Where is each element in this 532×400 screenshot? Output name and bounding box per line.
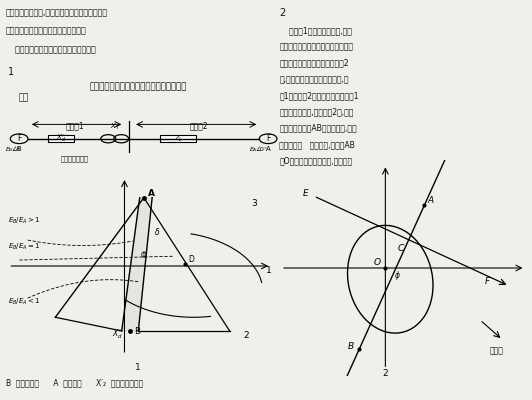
- Text: 2: 2: [279, 8, 285, 18]
- Text: 抗元件和两根直线型阻抗元件构成三: 抗元件和两根直线型阻抗元件构成三: [279, 42, 353, 52]
- Text: $E_B/E_A=1$: $E_B/E_A=1$: [9, 242, 41, 252]
- FancyBboxPatch shape: [48, 135, 74, 142]
- Text: $X_d'$: $X_d'$: [56, 133, 66, 145]
- Text: 这里介绍一种三阻抗元件的失步保护。: 这里介绍一种三阻抗元件的失步保护。: [5, 45, 96, 54]
- Text: 厂站側的厂用系统,危及机组安全运行。对大型机: 厂站側的厂用系统,危及机组安全运行。对大型机: [5, 8, 107, 17]
- Text: 发电机与系统发生失步的振荡中心轨迹图如: 发电机与系统发生失步的振荡中心轨迹图如: [89, 82, 187, 91]
- Text: O: O: [374, 258, 381, 267]
- Text: C: C: [398, 244, 404, 253]
- Text: 1: 1: [136, 363, 141, 372]
- Text: A: A: [148, 189, 155, 198]
- Text: 点O代表失步保护安装处,即机端。: 点O代表失步保护安装处,即机端。: [279, 156, 352, 165]
- Text: 失步保护安装处: 失步保护安装处: [61, 156, 88, 162]
- Text: 根据图1的阻抗运行轨迹,可以: 根据图1的阻抗运行轨迹,可以: [279, 26, 352, 35]
- Text: 1: 1: [8, 67, 14, 77]
- Text: 动作区: 动作区: [489, 347, 503, 356]
- Text: E: E: [302, 189, 308, 198]
- Text: D: D: [189, 255, 195, 264]
- Text: 发电机的失步。阻抗元件图如图2: 发电机的失步。阻抗元件图如图2: [279, 59, 349, 68]
- Text: $\Phi$: $\Phi$: [140, 249, 147, 260]
- Text: $Z_L$: $Z_L$: [173, 134, 183, 144]
- Text: B  代表发电机      A  代表系统      X′₂  代表发电机阻抗: B 代表发电机 A 代表系统 X′₂ 代表发电机阻抗: [5, 378, 143, 387]
- Text: A: A: [266, 146, 270, 152]
- Text: 动作区1: 动作区1: [65, 121, 84, 130]
- Text: F: F: [17, 134, 21, 143]
- Text: 2: 2: [244, 331, 249, 340]
- Text: $X_T$: $X_T$: [110, 122, 120, 132]
- Text: $E_B\!\angle\!\delta$: $E_B\!\angle\!\delta$: [5, 144, 21, 154]
- Text: B: B: [348, 342, 354, 351]
- Text: B: B: [17, 146, 21, 152]
- Text: 变以外的系统。AB为阻挡元件,把阻: 变以外的系统。AB为阻挡元件,把阻: [279, 124, 357, 133]
- Text: 区1、动作区2。当振荡中心落于区1: 区1、动作区2。当振荡中心落于区1: [279, 91, 359, 100]
- Text: A: A: [428, 196, 434, 205]
- Text: $E_B/E_A>1$: $E_B/E_A>1$: [9, 216, 41, 226]
- Text: B: B: [134, 326, 140, 336]
- Text: 下：: 下：: [19, 93, 29, 102]
- Text: F: F: [485, 277, 490, 286]
- Text: $E_A\!\angle\!0°$: $E_A\!\angle\!0°$: [249, 144, 268, 154]
- Text: $X_d'$: $X_d'$: [112, 327, 123, 340]
- Polygon shape: [122, 198, 152, 331]
- Text: 动作区2: 动作区2: [189, 121, 209, 130]
- Text: 1: 1: [265, 266, 271, 275]
- Text: 2: 2: [383, 369, 388, 378]
- Text: F: F: [266, 134, 270, 143]
- Text: 位于发变组内部,当落于区2时,振荡: 位于发变组内部,当落于区2时,振荡: [279, 108, 354, 116]
- FancyBboxPatch shape: [160, 135, 196, 142]
- Text: 右两部分。   为阻抗角,失步线AB: 右两部分。 为阻抗角,失步线AB: [279, 140, 355, 149]
- Text: $\delta$: $\delta$: [154, 226, 160, 237]
- Text: $\phi$: $\phi$: [394, 269, 400, 282]
- Text: 件,把阻抗平面分为两个动作区,即: 件,把阻抗平面分为两个动作区,即: [279, 75, 348, 84]
- Text: 组应该配置功能比较齐全的失步保护。: 组应该配置功能比较齐全的失步保护。: [5, 26, 86, 36]
- Text: 3: 3: [252, 199, 257, 208]
- Text: $E_B/E_A<1$: $E_B/E_A<1$: [9, 297, 41, 307]
